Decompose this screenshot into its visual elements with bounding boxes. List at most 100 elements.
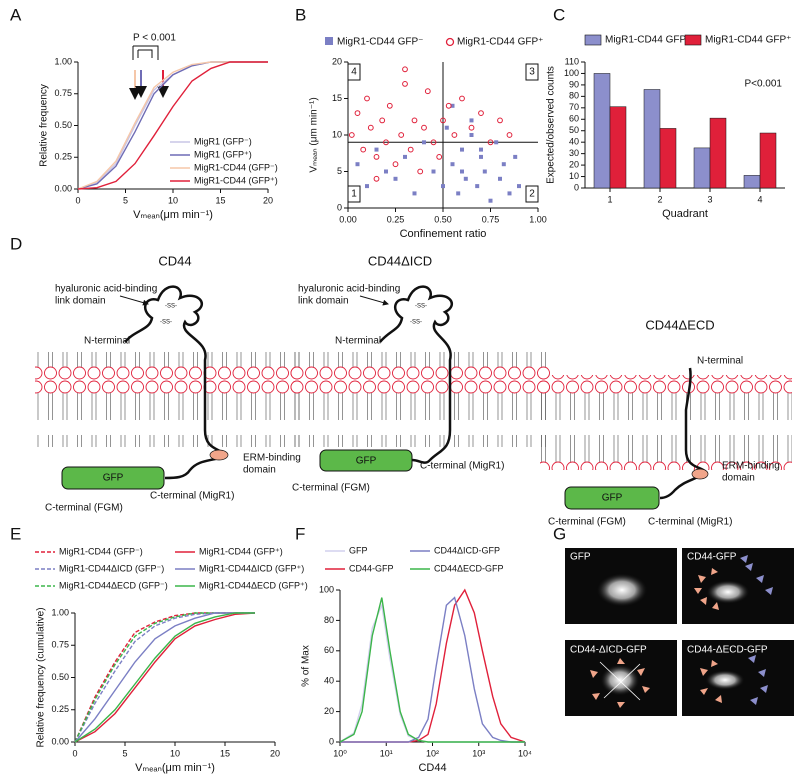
point bbox=[431, 169, 436, 174]
markers bbox=[740, 555, 773, 595]
point bbox=[430, 139, 437, 146]
point bbox=[392, 161, 399, 168]
membrane bbox=[35, 352, 300, 447]
point bbox=[379, 117, 386, 124]
label: -SS- bbox=[410, 320, 422, 326]
y-tick-label: 110 bbox=[565, 56, 579, 66]
x-tick-label: 5 bbox=[123, 195, 128, 205]
label: link domain bbox=[55, 296, 106, 307]
y-tick-label: 0.00 bbox=[51, 736, 69, 746]
series-line bbox=[74, 612, 255, 743]
x-tick-label: 10¹ bbox=[380, 748, 393, 758]
bar bbox=[759, 132, 777, 189]
point bbox=[436, 154, 443, 160]
point bbox=[373, 175, 380, 182]
gfp-box bbox=[319, 449, 413, 472]
construct-diagrams: CD44 hyaluronic acid-binding link domain… bbox=[35, 253, 792, 528]
point bbox=[348, 132, 355, 138]
y-tick-label: 30 bbox=[569, 148, 579, 158]
point bbox=[445, 102, 452, 109]
point bbox=[497, 117, 503, 124]
y-axis-title: Relative frequency (cumulative) bbox=[36, 607, 47, 747]
point bbox=[469, 118, 474, 123]
x-tick-label: 4 bbox=[757, 194, 762, 204]
x-tick-label: 10³ bbox=[472, 748, 485, 758]
panel-labels: A B C D E F G bbox=[10, 5, 566, 543]
legend-swatch bbox=[445, 37, 455, 47]
image-label: GFP bbox=[570, 552, 591, 563]
point bbox=[393, 176, 398, 181]
y-tick-label: 0.75 bbox=[51, 640, 69, 650]
point bbox=[498, 176, 502, 181]
label: ERM-binding bbox=[722, 461, 780, 472]
point bbox=[374, 147, 379, 152]
markers bbox=[694, 568, 719, 610]
quadrant-box bbox=[347, 63, 361, 81]
point bbox=[506, 132, 513, 138]
legend-label: MigR1-CD44 GFP⁺ bbox=[457, 37, 543, 48]
x-tick-label: 15 bbox=[215, 195, 225, 205]
panel-label: C bbox=[553, 5, 565, 24]
point bbox=[501, 162, 506, 167]
point bbox=[440, 117, 446, 124]
legend-label: MigR1-CD44 (GFP⁺) bbox=[194, 175, 278, 185]
y-axis-title: % of Max bbox=[301, 645, 312, 687]
markers bbox=[599, 661, 641, 701]
y-tick-label: 60 bbox=[569, 114, 579, 124]
y-tick-label: 20 bbox=[324, 706, 334, 716]
y-tick-label: 0.50 bbox=[51, 672, 69, 682]
quadrant-box bbox=[525, 63, 539, 81]
label: C-terminal (MigR1) bbox=[648, 517, 732, 528]
point bbox=[517, 184, 521, 189]
legend-label: MigR1-CD44 GFP⁻ bbox=[337, 37, 423, 48]
legend-label: GFP bbox=[349, 545, 368, 555]
panel-label: B bbox=[295, 5, 306, 24]
point bbox=[479, 147, 483, 152]
y-tick-label: 10 bbox=[569, 171, 579, 181]
y-tick-label: 15 bbox=[332, 93, 342, 103]
legend-label: CD44ΔICD-GFP bbox=[434, 545, 500, 555]
x-tick-label: 0.00 bbox=[339, 214, 357, 224]
label: C-terminal (MigR1) bbox=[150, 491, 234, 502]
construct-title: CD44ΔICD bbox=[368, 253, 432, 268]
legend-swatch bbox=[684, 34, 702, 46]
legend-label: MigR1 (GFP⁺) bbox=[194, 149, 252, 159]
legend-label: MigR1-CD44ΔICD (GFP⁺) bbox=[199, 563, 304, 573]
x-tick-label: 10 bbox=[168, 195, 178, 205]
cell bbox=[706, 580, 750, 604]
y-tick-label: 1.00 bbox=[54, 56, 72, 66]
y-tick-label: 0.25 bbox=[54, 152, 72, 162]
point bbox=[373, 154, 380, 160]
image-label: CD44-ΔECD-GFP bbox=[687, 645, 768, 656]
bar bbox=[643, 89, 661, 189]
x-axis-title: Quadrant bbox=[662, 208, 708, 220]
point bbox=[411, 117, 418, 124]
y-tick-label: 100 bbox=[564, 68, 579, 78]
cell bbox=[600, 664, 640, 696]
legend-label: MigR1 (GFP⁻) bbox=[194, 136, 252, 146]
point bbox=[479, 154, 483, 159]
x-tick-label: 20 bbox=[270, 748, 280, 758]
label: N-terminal bbox=[335, 336, 381, 347]
legend-label: MigR1-CD44 GFP⁻ bbox=[605, 35, 691, 46]
y-tick-label: 20 bbox=[569, 159, 579, 169]
point bbox=[402, 66, 408, 73]
y-tick-label: 1.00 bbox=[51, 607, 69, 617]
label: hyaluronic acid-binding bbox=[55, 284, 157, 295]
point bbox=[444, 125, 449, 130]
annotation: P<0.001 bbox=[744, 79, 782, 90]
point bbox=[365, 184, 369, 189]
y-tick-label: 60 bbox=[324, 645, 334, 655]
label: hyaluronic acid-binding bbox=[298, 284, 400, 295]
gfp-box bbox=[564, 486, 660, 510]
y-tick-label: 80 bbox=[324, 615, 334, 625]
point bbox=[460, 147, 464, 152]
label: C-terminal (FGM) bbox=[292, 483, 370, 494]
y-tick-label: 100 bbox=[319, 584, 334, 594]
x-tick-label: 0.50 bbox=[434, 214, 452, 224]
quadrant-label: 1 bbox=[351, 189, 357, 200]
x-tick-label: 0 bbox=[75, 195, 80, 205]
point bbox=[469, 133, 474, 137]
y-tick-label: 0.75 bbox=[54, 88, 72, 98]
point bbox=[355, 162, 360, 167]
